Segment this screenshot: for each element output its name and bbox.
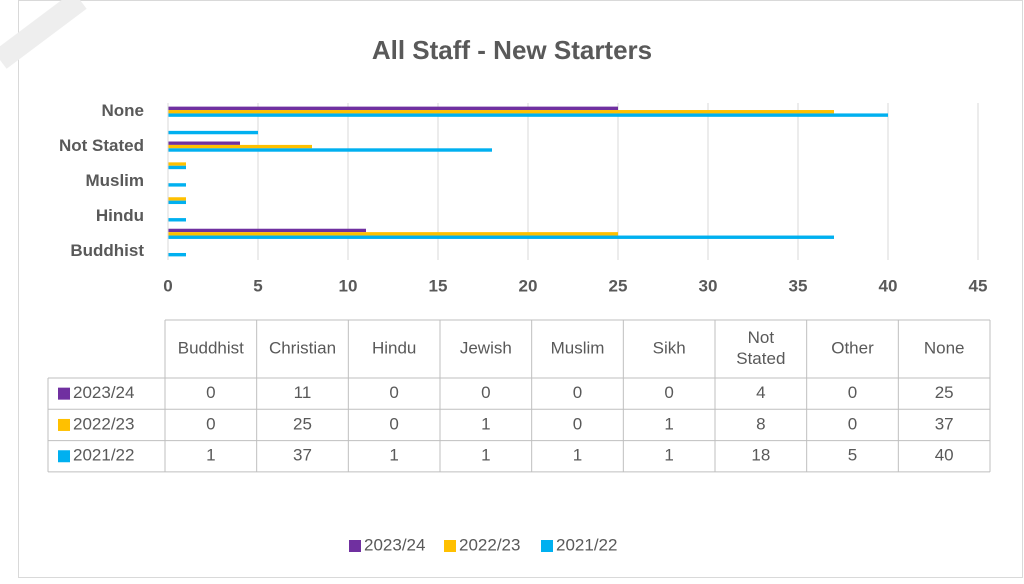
bar: [168, 252, 186, 257]
legend-key: [444, 540, 456, 552]
bar: [168, 165, 186, 170]
chart-title: All Staff - New Starters: [372, 35, 652, 65]
legend-key: [541, 540, 553, 552]
bar: [168, 106, 618, 111]
legend-key: [58, 387, 70, 400]
table-cell: 8: [756, 414, 765, 433]
bar: [168, 228, 366, 233]
decoration: [0, 0, 87, 69]
x-tick-label: 15: [429, 276, 448, 295]
bar: [168, 200, 186, 205]
x-tick-label: 40: [879, 276, 898, 295]
table-cell: 4: [756, 383, 765, 402]
table-cell: 0: [206, 383, 215, 402]
table-cell: 1: [481, 414, 490, 433]
table-cell: 1: [206, 446, 215, 465]
x-tick-label: 10: [339, 276, 358, 295]
bar: [168, 110, 834, 114]
x-tick-label: 45: [969, 276, 988, 295]
legend-key: [349, 540, 361, 552]
y-tick-label: Buddhist: [70, 241, 144, 260]
bar: [168, 144, 312, 149]
table-cell: 0: [848, 383, 857, 402]
x-tick-label: 20: [519, 276, 538, 295]
table-header: Buddhist: [178, 338, 244, 357]
table-cell: 0: [573, 383, 582, 402]
table-header: Muslim: [551, 338, 605, 357]
bar: [168, 232, 618, 236]
legend-key: [58, 418, 70, 431]
x-tick-label: 0: [163, 276, 172, 295]
x-tick-label: 30: [699, 276, 718, 295]
table-cell: 1: [573, 446, 582, 465]
table-header: None: [924, 338, 965, 357]
y-tick-label: Not Stated: [59, 136, 144, 155]
table-row-label: 2022/23: [73, 414, 134, 433]
table-cell: 1: [481, 446, 490, 465]
table-cell: 0: [206, 414, 215, 433]
table-cell: 5: [848, 446, 857, 465]
table-row-label: 2021/22: [73, 446, 134, 465]
x-tick-label: 35: [789, 276, 808, 295]
table-cell: 0: [389, 414, 398, 433]
table-cell: 25: [935, 383, 954, 402]
table-header: Sikh: [653, 338, 686, 357]
table-row-label: 2023/24: [73, 383, 134, 402]
table-cell: 37: [293, 446, 312, 465]
x-tick-label: 25: [609, 276, 628, 295]
bar: [168, 183, 186, 187]
legend-label: 2021/22: [556, 535, 617, 554]
table-cell: 11: [294, 383, 312, 402]
table-cell: 25: [293, 414, 312, 433]
y-tick-label: Hindu: [96, 206, 144, 225]
bar: [168, 235, 834, 239]
table-cell: 0: [481, 383, 490, 402]
table-cell: 40: [935, 446, 954, 465]
y-tick-label: None: [102, 101, 145, 120]
y-tick-label: Muslim: [85, 171, 144, 190]
table-header: Hindu: [372, 338, 416, 357]
bar: [168, 162, 186, 166]
legend-key: [58, 450, 70, 463]
table-cell: 0: [389, 383, 398, 402]
bar: [168, 148, 492, 152]
table-header: Other: [831, 338, 874, 357]
bar: [168, 141, 240, 145]
table-cell: 37: [935, 414, 954, 433]
chart-frame: [18, 0, 1023, 578]
table-cell: 1: [664, 446, 673, 465]
bar: [168, 130, 258, 135]
table-cell: 0: [573, 414, 582, 433]
table-cell: 0: [664, 383, 673, 402]
table-cell: 1: [664, 414, 673, 433]
table-cell: 0: [848, 414, 857, 433]
legend-label: 2022/23: [459, 535, 520, 554]
table-header: Not Stated: [736, 328, 785, 368]
table-cell: 18: [751, 446, 770, 465]
table-header: Jewish: [460, 338, 512, 357]
bar: [168, 218, 186, 222]
bar: [168, 197, 186, 201]
legend-label: 2023/24: [364, 535, 425, 554]
table-cell: 1: [389, 446, 398, 465]
bar: [168, 113, 888, 117]
x-tick-label: 5: [253, 276, 262, 295]
table-header: Christian: [269, 338, 336, 357]
